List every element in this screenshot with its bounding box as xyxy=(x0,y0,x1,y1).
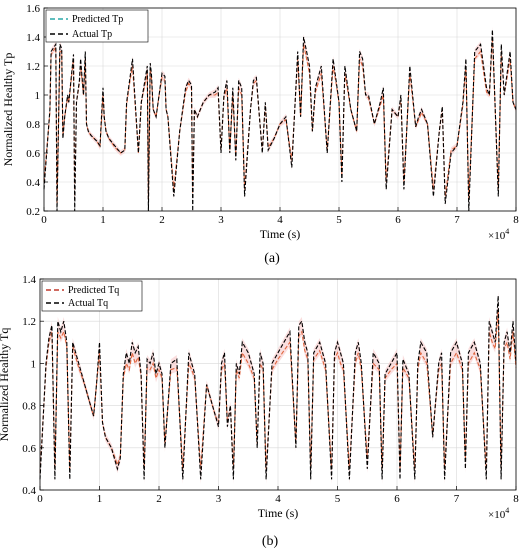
y-tick-label: 1 xyxy=(31,358,37,370)
panel-a-x-axis-label: Time (s) xyxy=(260,227,301,241)
panel-b-x-multiplier-exponent: 4 xyxy=(505,506,509,515)
panel-b-legend-actual-label: Actual Tq xyxy=(68,298,108,309)
panel-a-legend: Predicted Tp Actual Tp xyxy=(45,9,149,43)
panel-b-x-ticks: 0 1 2 3 4 5 6 7 8 xyxy=(37,486,519,505)
x-tick-label: 3 xyxy=(216,493,222,505)
y-tick-label: 1.4 xyxy=(26,32,40,44)
y-tick-label: 0.6 xyxy=(26,148,40,160)
panel-b-legend: Predicted Tq Actual Tq xyxy=(41,280,143,312)
x-tick-label: 0 xyxy=(41,214,47,226)
x-tick-label: 8 xyxy=(513,493,519,505)
actual-series-line xyxy=(43,29,517,212)
y-tick-label: 0.2 xyxy=(26,206,40,218)
x-tick-label: 4 xyxy=(277,214,283,226)
x-tick-label: 6 xyxy=(395,214,401,226)
panel-b-legend-predicted-label: Predicted Tq xyxy=(68,285,119,296)
x-tick-label: 8 xyxy=(513,214,519,226)
panel-a-y-axis-label: Normalized Healthy Tp xyxy=(1,53,15,167)
panel-a-legend-actual-label: Actual Tp xyxy=(72,29,112,40)
panel-b-x-multiplier-base: ×10 xyxy=(488,509,506,521)
x-tick-label: 2 xyxy=(156,493,162,505)
y-tick-label: 0.4 xyxy=(22,485,36,497)
y-tick-label: 1 xyxy=(35,90,41,102)
panel-a-legend-box xyxy=(45,9,149,43)
panel-a-legend-predicted-label: Predicted Tp xyxy=(72,14,123,25)
panel-a-x-ticks: 0 1 2 3 4 5 6 7 8 xyxy=(41,207,519,226)
y-tick-label: 0.8 xyxy=(26,119,40,131)
x-tick-label: 3 xyxy=(218,214,224,226)
y-tick-label: 1.4 xyxy=(22,274,36,286)
panel-b-lines xyxy=(39,295,517,480)
panel-a-caption-label: (a) xyxy=(264,251,280,266)
actual-series-line xyxy=(39,295,517,480)
x-tick-label: 4 xyxy=(275,493,281,505)
panel-a-x-multiplier-exponent: 4 xyxy=(505,227,509,236)
x-tick-label: 7 xyxy=(454,214,460,226)
panel-a-lines xyxy=(43,29,517,212)
panel-b-x-multiplier: ×104 xyxy=(488,506,509,521)
panel-b-y-ticks: 0.4 0.6 0.8 1 1.2 1.4 xyxy=(22,274,44,497)
y-tick-label: 1.2 xyxy=(22,316,36,328)
y-tick-label: 1.6 xyxy=(26,3,40,15)
x-tick-label: 2 xyxy=(159,214,165,226)
y-tick-label: 0.6 xyxy=(22,443,36,455)
x-tick-label: 6 xyxy=(394,493,400,505)
x-tick-label: 1 xyxy=(97,493,103,505)
panel-a: 0 1 2 3 4 5 6 7 8 0.2 0.4 0.6 0.8 1 1.2 1.4 1.6 Time (s… xyxy=(1,3,519,266)
x-tick-label: 0 xyxy=(37,493,43,505)
panel-a-x-multiplier-base: ×10 xyxy=(488,230,506,242)
x-tick-label: 5 xyxy=(335,493,341,505)
panel-a-x-multiplier: ×104 xyxy=(488,227,509,242)
panel-b-y-axis-label: Normalized Healthy Tq xyxy=(0,328,11,442)
y-tick-label: 1.2 xyxy=(26,61,40,73)
y-tick-label: 0.8 xyxy=(22,401,36,413)
panel-a-y-ticks: 0.2 0.4 0.6 0.8 1 1.2 1.4 1.6 xyxy=(26,3,48,218)
y-tick-label: 0.4 xyxy=(26,177,40,189)
panel-b: 0 1 2 3 4 5 6 7 8 0.4 0.6 0.8 1 1.2 1.4 Time (s) Norm… xyxy=(0,274,519,549)
x-tick-label: 7 xyxy=(454,493,460,505)
panel-b-x-axis-label: Time (s) xyxy=(258,506,299,520)
panel-b-legend-box xyxy=(41,280,143,312)
x-tick-label: 1 xyxy=(100,214,106,226)
x-tick-label: 5 xyxy=(336,214,342,226)
panel-b-caption-label: (b) xyxy=(262,534,279,549)
